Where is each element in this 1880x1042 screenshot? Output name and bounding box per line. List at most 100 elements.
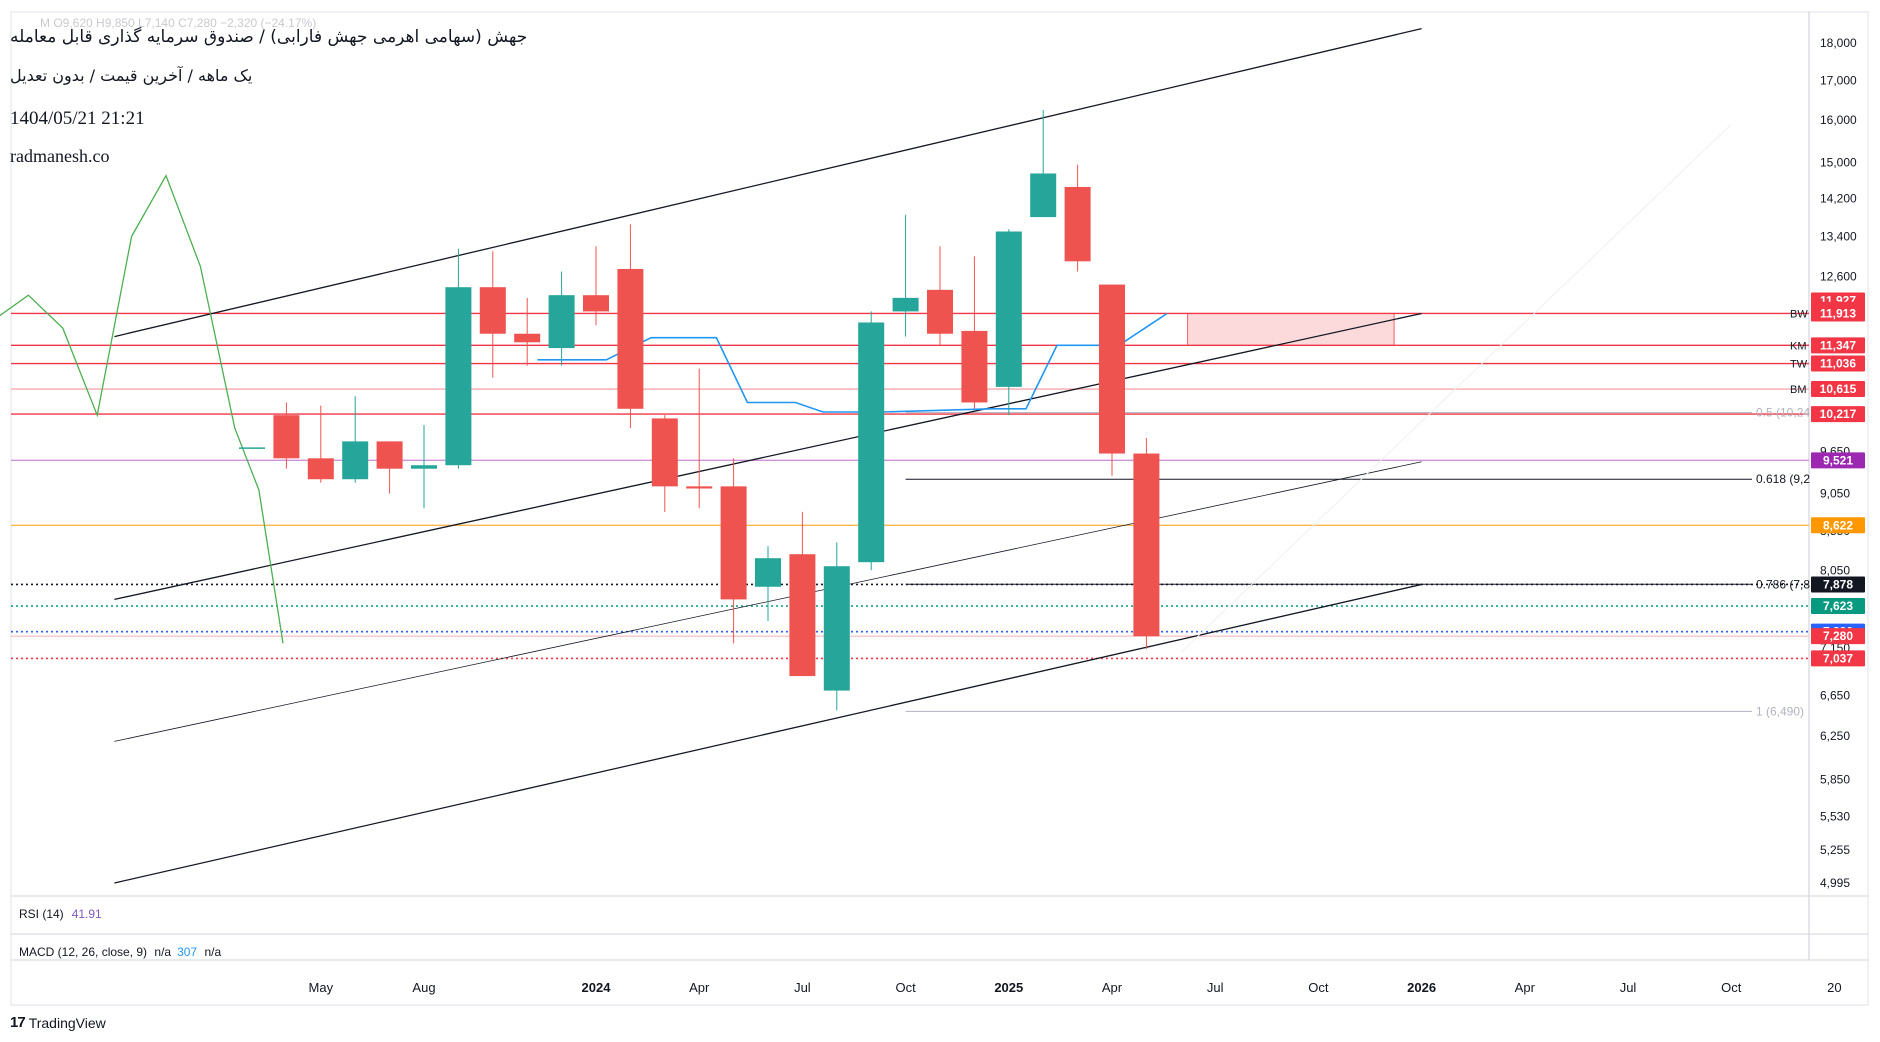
- price-badge-11-bg: [1811, 650, 1865, 667]
- fib-label-3: 1 (6,490): [1756, 704, 1804, 718]
- tradingview-branding[interactable]: 17 TradingView: [10, 1014, 106, 1031]
- x-axis[interactable]: May Aug 2024 Apr Jul Oct 2025 Apr Jul Oct 2026 Apr J…: [309, 980, 1842, 995]
- price-badge-8: 7,623: [1823, 599, 1853, 613]
- candle-body: [927, 289, 953, 334]
- channel-line-1: [114, 312, 1422, 601]
- x-tick-label-13: Oct: [1721, 980, 1742, 995]
- candles-layer[interactable]: [239, 110, 1160, 711]
- candle-8[interactable]: [514, 297, 541, 366]
- candle-body: [411, 465, 437, 469]
- fib-label-0: 0.5 (10,24: [1756, 406, 1810, 420]
- x-tick-label-4: Jul: [794, 980, 811, 995]
- candle-15[interactable]: [755, 546, 781, 622]
- candle-13[interactable]: [686, 368, 713, 509]
- y-tick-label-17: 5,850: [1820, 772, 1850, 786]
- candle-12[interactable]: [651, 415, 678, 512]
- price-badge-6: 8,622: [1823, 518, 1853, 532]
- tradingview-name: TradingView: [28, 1014, 106, 1031]
- price-badge-7-bg: [1811, 576, 1865, 593]
- green-indicator-line: [0, 174, 284, 644]
- rsi-label: RSI (14): [19, 907, 64, 921]
- fib-label-2: 0.786 (7,8: [1756, 577, 1810, 591]
- candle-body: [342, 441, 369, 480]
- price-badge-0: 11,913: [1820, 306, 1856, 320]
- candle-21[interactable]: [961, 256, 988, 409]
- chart-title: جهش (سهامی اهرمی جهش فارابی) / صندوق سرم…: [10, 27, 528, 47]
- price-badge-10-bg: [1811, 628, 1865, 645]
- x-tick-label-1: Aug: [412, 980, 435, 995]
- candle-16[interactable]: [789, 511, 816, 677]
- candle-body: [1064, 186, 1091, 262]
- candle-body: [514, 333, 541, 343]
- candle-26[interactable]: [1133, 438, 1160, 649]
- candle-23[interactable]: [1030, 110, 1057, 218]
- macd-value-2: 307: [177, 945, 198, 959]
- candle-22[interactable]: [995, 229, 1022, 416]
- candle-4[interactable]: [376, 441, 403, 494]
- y-tick-label-16: 6,250: [1820, 729, 1850, 743]
- indicator-lines-layer: [0, 174, 1168, 644]
- price-badge-4-bg: [1811, 406, 1865, 423]
- candle-body: [583, 295, 609, 312]
- macd-pane-label[interactable]: MACD (12, 26, close, 9) n/a 307 n/a: [19, 945, 221, 959]
- x-tick-label-3: Apr: [689, 980, 710, 995]
- x-tick-label-2: 2024: [582, 980, 612, 995]
- price-badge-7: 7,878: [1823, 577, 1853, 591]
- x-tick-label-14: 20: [1827, 980, 1841, 995]
- y-tick-label-1: 17,000: [1820, 73, 1857, 87]
- price-badge-8-bg: [1811, 598, 1865, 615]
- chart-date: 1404/05/21 21:21: [10, 108, 145, 129]
- y-tick-label-19: 5,255: [1820, 843, 1850, 857]
- candle-20[interactable]: [927, 246, 953, 346]
- price-badge-3-bg: [1811, 381, 1865, 398]
- candle-7[interactable]: [479, 251, 506, 378]
- candle-6[interactable]: [445, 248, 472, 469]
- candle-1[interactable]: [273, 402, 300, 469]
- candle-5[interactable]: [411, 424, 437, 509]
- candle-body: [720, 486, 747, 600]
- candle-25[interactable]: [1099, 284, 1125, 476]
- candle-14[interactable]: [720, 458, 747, 644]
- x-tick-label-11: Apr: [1515, 980, 1536, 995]
- price-badge-4: 10,217: [1820, 407, 1857, 421]
- x-tick-label-0: May: [309, 980, 334, 995]
- blue-indicator-line: [537, 312, 1168, 413]
- candle-body: [686, 486, 713, 489]
- candle-3[interactable]: [342, 396, 369, 483]
- channel-line-3: [114, 583, 1422, 884]
- candle-body: [307, 458, 334, 480]
- chart-site: radmanesh.co: [10, 146, 110, 166]
- x-tick-label-9: Oct: [1308, 980, 1329, 995]
- candle-body: [755, 558, 781, 587]
- candle-body: [823, 566, 850, 691]
- candle-10[interactable]: [583, 246, 609, 326]
- rsi-pane-label[interactable]: RSI (14) 41.91: [19, 907, 102, 921]
- level-name-km: KM: [1790, 340, 1807, 352]
- candle-body: [445, 287, 472, 466]
- y-tick-label-10: 9,050: [1820, 487, 1850, 501]
- candle-body: [858, 322, 885, 563]
- candle-body: [892, 297, 919, 312]
- level-name-bm: BM: [1790, 384, 1807, 396]
- candle-body: [995, 231, 1022, 387]
- resistance-zone-layer: [1187, 313, 1395, 346]
- y-tick-label-15: 6,650: [1820, 688, 1850, 702]
- candle-body: [376, 441, 403, 469]
- price-badge-10: 7,280: [1823, 629, 1853, 643]
- candle-2[interactable]: [307, 405, 334, 483]
- candle-19[interactable]: [892, 214, 919, 337]
- chart-subtitle: یک ماهه / آخرین قیمت / بدون تعدیل: [10, 66, 253, 85]
- candle-body: [479, 287, 506, 334]
- price-badge-0-bg: [1811, 305, 1865, 322]
- price-badges-layer: 11,92711,91311,91311,34711,03610,61510,2…: [1811, 292, 1865, 667]
- candle-17[interactable]: [823, 542, 850, 711]
- candle-24[interactable]: [1064, 164, 1091, 272]
- candle-body: [273, 415, 300, 459]
- candle-11[interactable]: [617, 224, 644, 429]
- y-tick-label-3: 15,000: [1820, 155, 1857, 169]
- y-tick-label-4: 14,200: [1820, 191, 1857, 205]
- fibonacci-layer: 0.5 (10,24 0.618 (9,2 0.786 (7,8 1 (6,490): [905, 406, 1810, 718]
- candle-9[interactable]: [548, 271, 575, 366]
- candle-18[interactable]: [858, 311, 885, 571]
